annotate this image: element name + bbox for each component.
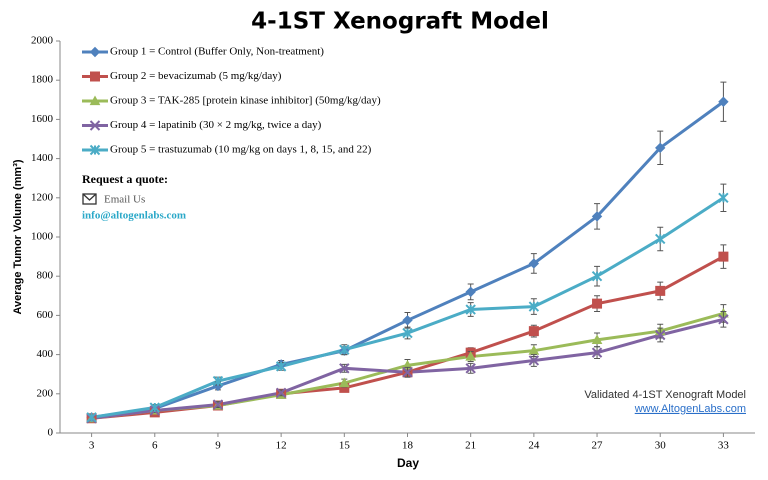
legend-marker	[90, 71, 100, 82]
y-tick-label: 1600	[31, 113, 54, 125]
data-point	[212, 399, 224, 410]
x-tick-label: 30	[655, 440, 667, 452]
y-tick-label: 200	[37, 387, 54, 399]
data-point	[655, 142, 666, 154]
x-tick-label: 6	[152, 440, 158, 452]
data-point	[591, 270, 603, 282]
y-tick-label: 600	[37, 309, 54, 321]
x-tick-label: 18	[402, 440, 414, 452]
data-point	[655, 285, 666, 296]
data-point	[591, 334, 603, 344]
legend-marker	[89, 144, 101, 156]
data-point	[718, 314, 729, 325]
x-tick-label: 27	[592, 440, 604, 452]
data-point	[591, 347, 603, 358]
x-tick-label: 15	[339, 440, 351, 452]
data-point	[528, 301, 540, 312]
email-icon-flap	[82, 193, 97, 201]
data-point	[402, 327, 413, 339]
data-point	[528, 355, 540, 366]
x-tick-label: 9	[215, 440, 221, 452]
data-point	[402, 367, 413, 378]
x-tick-label: 21	[465, 440, 476, 452]
data-point	[275, 387, 287, 399]
data-point	[718, 251, 729, 262]
y-tick-label: 1800	[31, 74, 54, 86]
data-point	[339, 344, 350, 355]
chart-title: 4-1ST Xenograft Model	[251, 9, 549, 35]
legend-marker	[89, 95, 101, 106]
data-point	[402, 315, 413, 326]
y-axis-label: Average Tumor Volume (mm³)	[12, 159, 24, 314]
legend-label: Group 5 = trastuzumab (10 mg/kg on days …	[110, 144, 372, 156]
validated-note: Validated 4-1ST Xenograft Model	[584, 389, 746, 401]
data-point	[591, 211, 603, 222]
email-link[interactable]: info@altogenlabs.com	[82, 210, 186, 222]
email-icon[interactable]	[82, 193, 97, 205]
y-tick-label: 800	[37, 270, 54, 282]
email-button[interactable]: Email Us	[104, 194, 145, 206]
legend-marker	[89, 46, 101, 58]
data-point	[149, 402, 160, 413]
data-point	[655, 329, 666, 341]
website-link[interactable]: www.AltogenLabs.com	[634, 403, 746, 415]
legend-marker	[89, 120, 101, 131]
x-tick-label: 12	[276, 440, 287, 452]
x-tick-label: 3	[89, 440, 95, 452]
data-point	[718, 192, 729, 204]
data-point	[338, 377, 350, 388]
y-tick-label: 2000	[31, 35, 54, 47]
legend-label: Group 3 = TAK-285 [protein kinase inhibi…	[110, 95, 381, 107]
data-point	[655, 233, 666, 245]
data-point	[528, 326, 539, 337]
data-point	[212, 375, 224, 387]
data-point	[528, 258, 540, 269]
x-tick-label: 24	[528, 440, 540, 452]
legend-label: Group 2 = bevacizumab (5 mg/kg/day)	[110, 70, 282, 82]
y-tick-label: 400	[37, 348, 54, 360]
data-point	[465, 304, 476, 315]
quote-label: Request a quote:	[82, 172, 168, 186]
x-tick-label: 33	[718, 440, 730, 452]
data-point	[465, 351, 477, 361]
legend-label: Group 1 = Control (Buffer Only, Non-trea…	[110, 46, 324, 58]
data-point	[86, 412, 97, 423]
x-axis-label: Day	[397, 456, 419, 470]
y-tick-label: 1000	[31, 231, 54, 243]
data-point	[592, 298, 603, 309]
y-tick-label: 1400	[31, 152, 54, 164]
data-point	[275, 361, 287, 372]
y-tick-label: 1200	[31, 191, 54, 203]
data-point	[718, 96, 729, 107]
data-point	[339, 363, 350, 374]
legend-label: Group 4 = lapatinib (30 × 2 mg/kg, twice…	[110, 119, 322, 131]
data-point	[465, 286, 476, 298]
y-tick-label: 0	[48, 427, 54, 439]
data-point	[465, 363, 476, 374]
